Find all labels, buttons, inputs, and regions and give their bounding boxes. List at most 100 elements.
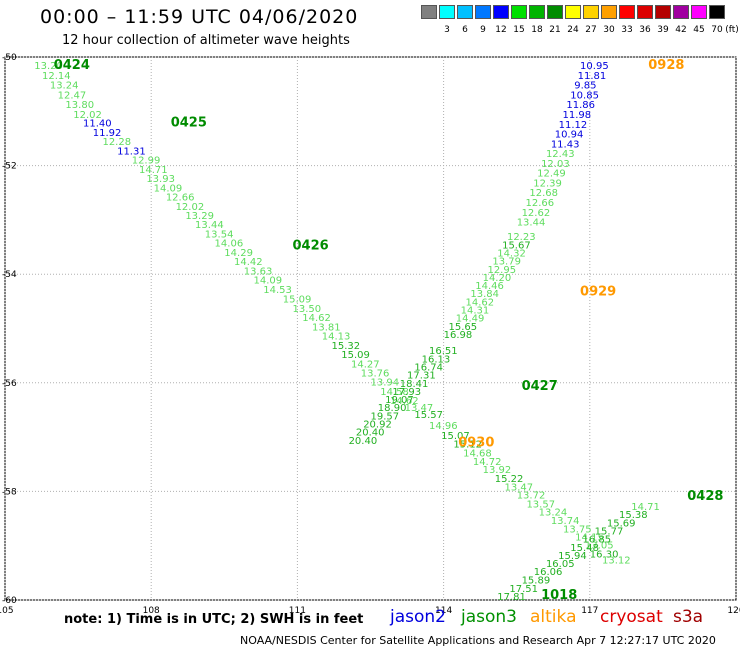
wave-height-value: 18.90 bbox=[378, 403, 407, 414]
wave-height-value: 12.02 bbox=[73, 110, 102, 121]
legend-swatch bbox=[493, 5, 509, 19]
wave-height-value: 14.68 bbox=[463, 448, 492, 459]
wave-height-value: 10.95 bbox=[580, 61, 609, 72]
wave-height-value: 20.40 bbox=[356, 428, 385, 439]
wave-height-value: 12.02 bbox=[176, 202, 205, 213]
legend-swatch bbox=[565, 5, 581, 19]
wave-height-value: 13.47 bbox=[505, 483, 534, 494]
wave-height-value: 16.06 bbox=[534, 567, 563, 578]
wave-height-value: 12.62 bbox=[522, 208, 551, 219]
wave-height-value: 14.27 bbox=[351, 359, 380, 370]
wave-height-value: 11.81 bbox=[578, 71, 607, 82]
wave-height-value: 14.72 bbox=[473, 457, 502, 468]
chart-subtitle: 12 hour collection of altimeter wave hei… bbox=[62, 33, 350, 48]
legend-label: 36 bbox=[639, 25, 651, 35]
wave-height-value: 19.07 bbox=[385, 395, 414, 406]
wave-height-value: 12.49 bbox=[537, 169, 566, 180]
wave-height-value: 14.58 bbox=[380, 387, 409, 398]
wave-height-value: 15.94 bbox=[558, 551, 587, 562]
wave-height-value: 17.31 bbox=[407, 371, 436, 382]
pass-time-label: 0930 bbox=[458, 435, 494, 450]
wave-height-value: 11.92 bbox=[93, 128, 122, 139]
y-tick-label: -54 bbox=[2, 270, 17, 280]
wave-height-value: 12.23 bbox=[507, 232, 536, 243]
wave-height-value: 16.74 bbox=[414, 363, 443, 374]
y-tick-label: -56 bbox=[2, 379, 17, 389]
satellite-jason2-label: jason2 bbox=[390, 607, 446, 627]
wave-height-value: 14.62 bbox=[466, 297, 495, 308]
wave-height-value: 16.51 bbox=[429, 346, 458, 357]
legend-label: 6 bbox=[462, 25, 468, 35]
wave-height-value: 13.29 bbox=[185, 211, 214, 222]
pass-time-label: 0424 bbox=[54, 58, 90, 73]
wave-height-value: 16.05 bbox=[546, 559, 575, 570]
wave-height-value: 12.39 bbox=[533, 178, 562, 189]
wave-height-value: 13.63 bbox=[244, 266, 273, 277]
legend-swatch bbox=[601, 5, 617, 19]
wave-height-value: 12.99 bbox=[132, 156, 161, 167]
legend-label: 24 bbox=[567, 25, 579, 35]
wave-height-value: 13.54 bbox=[205, 229, 234, 240]
legend-swatch bbox=[529, 5, 545, 19]
pass-time-label: 0928 bbox=[648, 58, 684, 73]
wave-height-value: 14.32 bbox=[497, 248, 526, 259]
wave-height-value: 13.74 bbox=[551, 516, 580, 527]
wave-height-value: 13.47 bbox=[405, 403, 434, 414]
legend-label: 18 bbox=[531, 25, 543, 35]
wave-height-value: 11.40 bbox=[83, 119, 112, 130]
wave-height-value: 15.57 bbox=[414, 410, 443, 421]
wave-height-value: 20.40 bbox=[349, 436, 378, 447]
wave-height-value: 13.24 bbox=[539, 507, 568, 518]
wave-height-value: 12.03 bbox=[541, 159, 570, 170]
pass-time-label: 0425 bbox=[171, 116, 207, 131]
pass-time-label: 1018 bbox=[541, 588, 577, 603]
wave-height-value: 13.84 bbox=[470, 289, 499, 300]
legend-swatch bbox=[547, 5, 563, 19]
footer-note: note: 1) Time is in UTC; 2) SWH is in fe… bbox=[64, 612, 364, 627]
wave-height-value: 19.57 bbox=[371, 411, 400, 422]
legend-swatch bbox=[457, 5, 473, 19]
wave-height-value: 18.41 bbox=[400, 379, 429, 390]
legend-label: 21 bbox=[549, 25, 561, 35]
wave-height-value: 15.12 bbox=[453, 440, 482, 451]
wave-height-value: 13.79 bbox=[492, 257, 521, 268]
wave-height-value: 11.31 bbox=[117, 146, 146, 157]
wave-height-value: 15.77 bbox=[595, 526, 624, 537]
wave-height-value: 15.48 bbox=[570, 543, 599, 554]
wave-height-value: 12.95 bbox=[487, 265, 516, 276]
x-tick-label: 111 bbox=[289, 606, 306, 616]
legend-label: 42 bbox=[675, 25, 687, 35]
wave-height-value: 9.85 bbox=[574, 81, 596, 92]
wave-height-value: 12.47 bbox=[58, 90, 87, 101]
wave-height-value: 15.69 bbox=[607, 518, 636, 529]
wave-height-value: 17.81 bbox=[497, 592, 526, 603]
legend-label: 30 bbox=[603, 25, 615, 35]
wave-height-value: 17.51 bbox=[509, 584, 538, 595]
legend-swatch bbox=[583, 5, 599, 19]
y-tick-label: -60 bbox=[2, 596, 17, 606]
legend-label: 15 bbox=[513, 25, 525, 35]
wave-height-value: 12.66 bbox=[525, 198, 554, 209]
wave-height-value: 13.50 bbox=[293, 304, 322, 315]
wave-height-value: 14.96 bbox=[429, 421, 458, 432]
legend-swatch bbox=[637, 5, 653, 19]
wave-height-value: 16.98 bbox=[444, 330, 473, 341]
x-tick-label: 114 bbox=[435, 606, 452, 616]
wave-height-value: 16.30 bbox=[590, 549, 619, 560]
wave-height-value: 20.92 bbox=[363, 420, 392, 431]
wave-height-value: 16.13 bbox=[422, 354, 451, 365]
wave-height-value: 13.44 bbox=[195, 220, 224, 231]
legend-swatch bbox=[691, 5, 707, 19]
pass-time-label: 0929 bbox=[580, 284, 616, 299]
wave-height-value: 15.67 bbox=[502, 240, 531, 251]
pass-time-label: 0426 bbox=[293, 238, 329, 253]
wave-height-value: 13.05 bbox=[585, 541, 614, 552]
wave-height-value: 13.57 bbox=[526, 499, 555, 510]
wave-height-value: 16.85 bbox=[582, 535, 611, 546]
y-tick-label: -58 bbox=[2, 487, 17, 497]
wave-height-value: 13.80 bbox=[65, 100, 94, 111]
wave-height-value: 13.12 bbox=[602, 555, 631, 566]
legend-swatch bbox=[655, 5, 671, 19]
x-tick-label: 117 bbox=[581, 606, 598, 616]
wave-height-value: 14.20 bbox=[483, 273, 512, 284]
